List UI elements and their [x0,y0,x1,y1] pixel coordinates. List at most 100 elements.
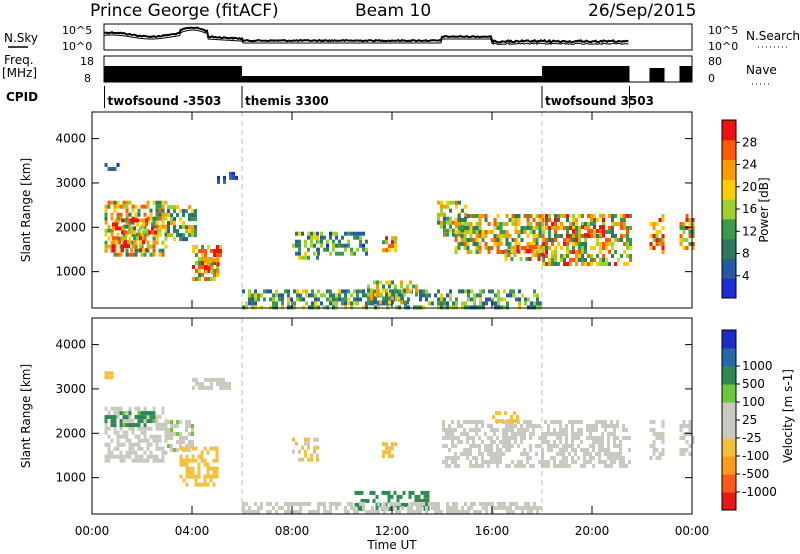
data-cell-19 [382,288,385,293]
data-cell-8 [448,456,451,460]
data-cell-13 [416,510,419,514]
data-cell-3 [188,466,192,471]
data-cell-0 [158,414,162,419]
data-cell-0 [158,458,162,463]
data-cell-17 [679,226,683,230]
data-cell-13 [245,510,248,514]
data-cell-0 [107,426,111,431]
data-cell-18 [281,305,284,310]
data-cell-16 [649,246,653,250]
data-cell-14 [578,214,581,218]
data-cell-3 [212,446,216,451]
data-cell-8 [556,452,559,456]
data-cell-3 [206,470,210,475]
data-cell-8 [490,436,493,440]
data-cell-8 [547,464,550,468]
data-cell-8 [562,428,565,432]
data-cell-8 [487,464,490,468]
velocity-data [104,371,695,514]
nsky-noise-line [104,26,629,44]
data-cell-14 [626,246,629,250]
data-cell-8 [295,243,298,248]
data-cell-7 [229,171,232,176]
data-cell-18 [497,293,500,298]
data-cell-18 [353,297,356,302]
data-cell-8 [307,255,310,260]
data-cell-14 [584,226,587,230]
data-cell-8 [550,420,553,424]
data-cell-14 [542,242,545,246]
data-cell-14 [614,214,617,218]
data-cell-8 [508,424,511,428]
data-cell-18 [293,289,296,294]
data-cell-13 [380,506,383,510]
data-cell-10 [382,248,385,253]
data-cell-18 [446,293,449,298]
data-cell-13 [512,510,515,514]
data-cell-5 [195,245,198,249]
data-cell-4 [170,217,173,222]
data-cell-3 [197,482,201,487]
data-cell-1 [139,248,142,253]
data-cell-8 [502,428,505,432]
data-cell-8 [487,444,490,448]
data-cell-2 [136,222,139,227]
data-cell-3 [194,446,198,451]
data-cell-8 [457,456,460,460]
data-cell-14 [566,246,569,250]
data-cell-8 [562,452,565,456]
data-cell-18 [437,301,440,306]
data-cell-5 [201,253,204,257]
data-cell-0 [119,212,123,217]
data-cell-13 [410,502,413,506]
data-cell-7 [232,171,235,176]
data-cell-12 [505,214,509,218]
data-cell-8 [586,424,589,428]
data-cell-8 [574,460,577,464]
data-cell-14 [566,214,569,218]
data-cell-13 [317,506,320,510]
data-cell-12 [505,242,509,246]
data-cell-12 [481,234,485,238]
data-cell-3 [203,482,207,487]
data-cell-12 [517,214,521,218]
data-cell-14 [584,242,587,246]
data-cell-12 [463,238,467,242]
noise-right-tick-top: 10^5 [708,24,738,37]
data-cell-8 [448,448,451,452]
data-cell-9 [359,243,362,248]
data-cell-14 [620,254,623,258]
data-cell-18 [437,297,440,302]
data-cell-9 [338,243,341,248]
data-cell-0 [104,426,108,431]
data-cell-4 [182,209,185,214]
data-cell-8 [478,436,481,440]
data-cell-18 [458,289,461,294]
data-cell-8 [613,452,616,456]
data-cell-0 [104,422,108,427]
data-cell-1 [152,415,156,420]
data-cell-9 [501,419,504,424]
data-cell-18 [482,305,485,310]
data-cell-12 [460,234,464,238]
data-cell-8 [553,432,556,436]
data-cell-8 [592,448,595,452]
data-cell-0 [134,248,138,253]
data-cell-8 [547,460,550,464]
data-cell-1 [125,423,129,428]
data-cell-8 [562,464,565,468]
data-cell-12 [523,246,527,250]
data-cell-18 [488,289,491,294]
data-cell-3 [215,454,219,459]
data-cell-14 [554,262,557,266]
data-cell-4 [188,225,191,230]
data-cell-16 [658,218,662,222]
data-cell-0 [155,418,159,423]
data-cell-6 [298,449,301,454]
data-cell-0 [110,228,114,233]
data-cell-0 [134,212,138,217]
data-cell-0 [158,200,162,205]
data-cell-0 [128,414,132,419]
data-cell-2 [182,436,185,440]
